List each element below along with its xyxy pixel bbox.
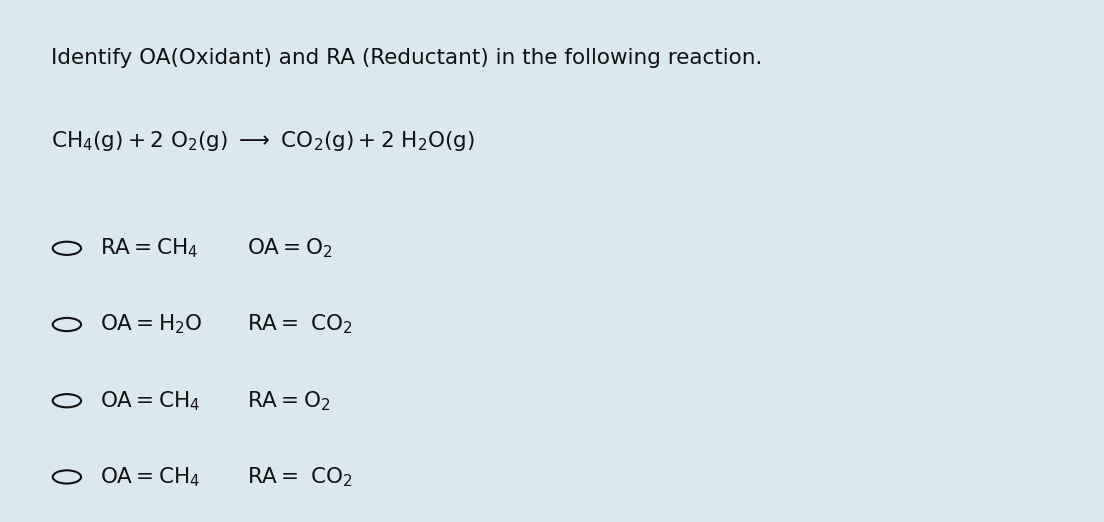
Text: $\mathrm{RA{=}\ CO_2}$: $\mathrm{RA{=}\ CO_2}$ bbox=[247, 465, 352, 489]
Text: $\mathrm{RA{=}\ CO_2}$: $\mathrm{RA{=}\ CO_2}$ bbox=[247, 313, 352, 336]
Text: Identify OA(Oxidant) and RA (Reductant) in the following reaction.: Identify OA(Oxidant) and RA (Reductant) … bbox=[51, 48, 762, 67]
Text: $\mathrm{OA{=}CH_4}$: $\mathrm{OA{=}CH_4}$ bbox=[99, 389, 200, 412]
Text: $\mathrm{RA{=}CH_4}$: $\mathrm{RA{=}CH_4}$ bbox=[99, 236, 198, 260]
Text: $\mathrm{CH_4(g) + 2\ O_2(g)\ \longrightarrow\ CO_2(g) + 2\ H_2O(g)}$: $\mathrm{CH_4(g) + 2\ O_2(g)\ \longright… bbox=[51, 129, 475, 153]
Text: $\mathrm{OA{=}CH_4}$: $\mathrm{OA{=}CH_4}$ bbox=[99, 465, 200, 489]
Text: $\mathrm{RA{=}O_2}$: $\mathrm{RA{=}O_2}$ bbox=[247, 389, 330, 412]
Text: $\mathrm{OA{=}H_2O}$: $\mathrm{OA{=}H_2O}$ bbox=[99, 313, 202, 336]
Text: $\mathrm{OA{=}O_2}$: $\mathrm{OA{=}O_2}$ bbox=[247, 236, 332, 260]
